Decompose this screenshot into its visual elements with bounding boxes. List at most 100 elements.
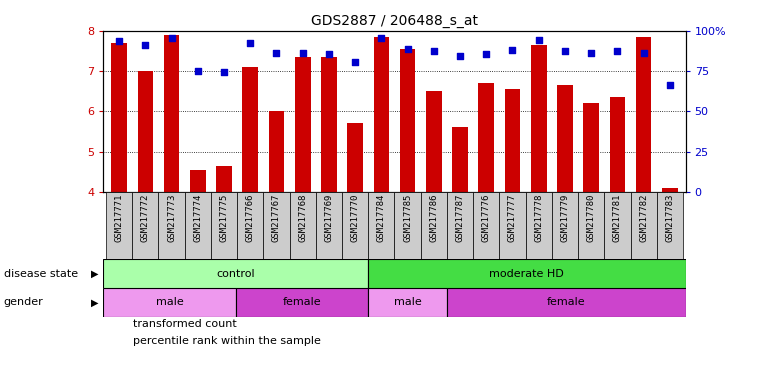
Bar (133, 192, 159, 259)
Text: male: male (155, 297, 183, 308)
Text: GSM217784: GSM217784 (377, 194, 386, 242)
Bar (368, 192, 394, 259)
Bar (394, 192, 421, 259)
Bar (426, 91, 442, 192)
Point (454, 53, 466, 59)
Point (427, 48, 440, 54)
Point (585, 50, 597, 56)
Point (611, 48, 624, 54)
Bar (499, 192, 525, 259)
Text: GSM217773: GSM217773 (167, 194, 176, 242)
Bar (531, 45, 547, 192)
Bar (316, 192, 342, 259)
Text: GSM217782: GSM217782 (639, 194, 648, 242)
Point (663, 82, 676, 88)
Bar (185, 192, 211, 259)
Text: GSM217770: GSM217770 (351, 194, 360, 242)
Point (244, 40, 257, 46)
Text: GSM217779: GSM217779 (561, 194, 569, 242)
Bar (190, 170, 206, 192)
Text: GSM217777: GSM217777 (508, 194, 517, 242)
Text: percentile rank within the sample: percentile rank within the sample (133, 336, 320, 346)
Bar (604, 192, 630, 259)
Bar (479, 83, 494, 192)
Point (139, 42, 152, 48)
Text: GSM217767: GSM217767 (272, 194, 281, 242)
Bar (610, 97, 625, 192)
Text: GSM217775: GSM217775 (220, 194, 228, 242)
Bar (557, 85, 573, 192)
Bar (368, 259, 686, 288)
Bar (505, 89, 520, 192)
Point (165, 35, 178, 41)
Text: GSM217785: GSM217785 (403, 194, 412, 242)
Bar (374, 37, 389, 192)
Point (637, 50, 650, 56)
Text: GSM217769: GSM217769 (325, 194, 333, 242)
Text: GSM217780: GSM217780 (587, 194, 596, 242)
Text: transformed count: transformed count (133, 319, 236, 329)
Bar (552, 192, 578, 259)
Bar (452, 127, 468, 192)
Point (506, 47, 519, 53)
Point (532, 36, 545, 43)
Bar (636, 37, 651, 192)
Bar (164, 35, 179, 192)
Bar (578, 192, 604, 259)
Bar (630, 192, 656, 259)
Bar (103, 288, 236, 317)
Bar (138, 71, 153, 192)
Text: GSM217771: GSM217771 (115, 194, 123, 242)
Bar (525, 192, 552, 259)
Bar (106, 192, 133, 259)
Text: GSM217766: GSM217766 (246, 194, 255, 242)
Bar (400, 49, 415, 192)
Bar (269, 111, 284, 192)
Bar (473, 192, 499, 259)
Bar (216, 166, 232, 192)
Text: GSM217776: GSM217776 (482, 194, 491, 242)
Text: ▶: ▶ (90, 268, 98, 279)
Point (401, 46, 414, 52)
Bar (342, 192, 368, 259)
Bar (421, 192, 447, 259)
Text: female: female (547, 297, 586, 308)
Title: GDS2887 / 206488_s_at: GDS2887 / 206488_s_at (311, 14, 478, 28)
Text: GSM217778: GSM217778 (534, 194, 543, 242)
Point (192, 68, 204, 74)
Bar (295, 57, 310, 192)
Text: moderate HD: moderate HD (489, 268, 565, 279)
Bar (237, 192, 264, 259)
Point (322, 51, 335, 57)
Text: GSM217774: GSM217774 (193, 194, 202, 242)
Bar (236, 288, 368, 317)
Point (480, 51, 493, 57)
Text: GSM217787: GSM217787 (456, 194, 464, 242)
Bar (211, 192, 237, 259)
Text: gender: gender (4, 297, 44, 308)
Text: GSM217772: GSM217772 (141, 194, 150, 242)
Bar (656, 192, 683, 259)
Bar (583, 103, 599, 192)
Bar (662, 188, 678, 192)
Text: female: female (283, 297, 321, 308)
Text: male: male (394, 297, 421, 308)
Bar (111, 43, 127, 192)
Point (559, 48, 571, 54)
Text: GSM217768: GSM217768 (298, 194, 307, 242)
Bar (242, 67, 258, 192)
Bar (103, 259, 368, 288)
Text: GSM217783: GSM217783 (666, 194, 674, 242)
Point (296, 50, 309, 56)
Text: disease state: disease state (4, 268, 78, 279)
Bar (447, 192, 473, 259)
Point (375, 35, 388, 41)
Text: GSM217786: GSM217786 (429, 194, 438, 242)
Point (113, 38, 126, 44)
Point (218, 69, 230, 75)
Bar (321, 57, 337, 192)
Bar (368, 288, 447, 317)
Bar (290, 192, 316, 259)
Text: control: control (217, 268, 255, 279)
Bar (347, 123, 363, 192)
